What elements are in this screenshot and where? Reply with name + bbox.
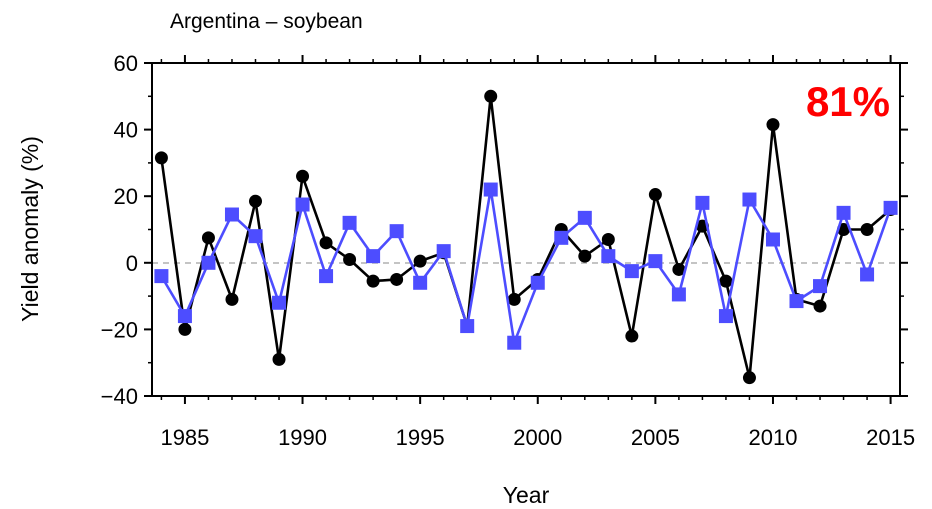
data-point-circle — [178, 322, 192, 336]
y-tick-label: 60 — [114, 51, 138, 76]
data-point-circle — [248, 194, 262, 208]
data-point-circle — [366, 274, 380, 288]
data-point-square — [860, 267, 875, 282]
data-point-circle — [319, 236, 333, 250]
y-tick-label: 40 — [114, 118, 138, 143]
data-point-square — [765, 232, 780, 247]
y-tick-label: 0 — [126, 251, 138, 276]
data-point-square — [295, 197, 310, 212]
data-point-circle — [578, 249, 592, 263]
data-point-square — [319, 269, 334, 284]
data-point-circle — [390, 272, 404, 286]
data-point-circle — [484, 89, 498, 103]
data-point-square — [718, 309, 733, 324]
series-line-2 — [160, 188, 892, 345]
data-point-circle — [719, 274, 733, 288]
data-point-square — [224, 207, 239, 222]
chart-title: Argentina – soybean — [170, 10, 363, 33]
data-point-square — [883, 200, 898, 215]
data-point-circle — [225, 292, 239, 306]
plot-marks — [154, 89, 898, 385]
data-point-circle — [672, 262, 686, 276]
data-point-square — [601, 249, 616, 264]
data-point-circle — [601, 232, 615, 246]
data-point-square — [671, 287, 686, 302]
x-axis-label: Year — [503, 482, 550, 508]
data-point-square — [366, 249, 381, 264]
data-point-square — [577, 210, 592, 225]
data-point-square — [177, 309, 192, 324]
data-point-square — [460, 319, 475, 334]
data-point-square — [272, 295, 287, 310]
data-point-circle — [625, 329, 639, 343]
y-tick-label: −20 — [101, 317, 138, 342]
data-point-square — [154, 269, 169, 284]
data-point-square — [248, 229, 263, 244]
data-point-circle — [507, 292, 521, 306]
y-tick-label: 20 — [114, 184, 138, 209]
data-point-circle — [272, 352, 286, 366]
data-point-circle — [766, 118, 780, 132]
data-point-square — [648, 254, 663, 269]
data-point-square — [507, 335, 522, 350]
y-axis-label: Yield anomaly (%) — [17, 136, 43, 322]
data-point-circle — [343, 252, 357, 266]
x-tick-label: 2005 — [631, 425, 680, 450]
data-point-square — [201, 255, 216, 270]
x-tick-label: 2015 — [866, 425, 915, 450]
data-point-circle — [860, 223, 874, 236]
series-line-1 — [160, 95, 892, 380]
data-point-square — [813, 279, 828, 294]
x-tick-label: 2000 — [513, 425, 562, 450]
data-point-square — [742, 192, 757, 207]
x-tick-label: 1995 — [396, 425, 445, 450]
data-point-square — [436, 244, 451, 259]
data-point-circle — [296, 169, 310, 183]
x-tick-label: 1990 — [278, 425, 327, 450]
percentage-annotation: 81% — [806, 78, 890, 125]
data-point-square — [554, 230, 569, 245]
x-axis: 1985 1990 1995 2000 2005 2010 2015 — [160, 55, 915, 450]
data-point-square — [624, 264, 639, 279]
x-tick-label: 1985 — [160, 425, 209, 450]
data-point-square — [530, 275, 545, 290]
data-point-circle — [648, 188, 662, 202]
data-point-circle — [742, 371, 756, 385]
data-point-square — [483, 182, 498, 197]
data-point-square — [695, 195, 710, 210]
x-tick-label: 2010 — [749, 425, 798, 450]
data-point-square — [389, 224, 404, 239]
data-point-square — [836, 205, 851, 220]
data-point-square — [342, 215, 357, 230]
data-point-circle — [413, 254, 427, 268]
data-point-circle — [201, 231, 215, 245]
y-axis: −40 −20 0 20 40 60 — [101, 51, 908, 409]
data-point-square — [789, 294, 804, 309]
data-point-circle — [813, 299, 827, 313]
data-point-circle — [154, 151, 168, 165]
y-tick-label: −40 — [101, 384, 138, 409]
data-point-square — [413, 275, 428, 290]
